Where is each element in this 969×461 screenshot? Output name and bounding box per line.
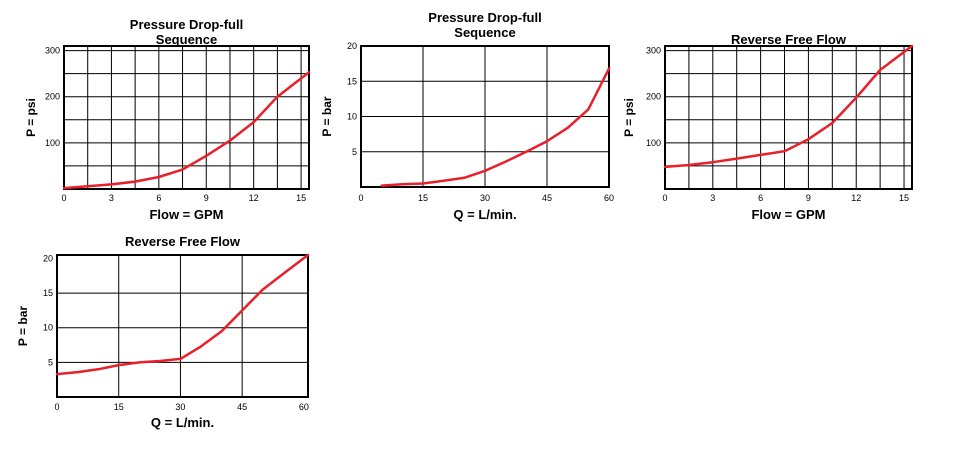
x-tick-label: 12 — [851, 193, 861, 203]
x-tick-label: 60 — [299, 402, 309, 412]
x-tick-label: 6 — [156, 193, 161, 203]
x-axis-label: Flow = GPM — [751, 207, 825, 222]
y-axis-label: P = bar — [16, 306, 30, 346]
x-tick-label: 30 — [480, 193, 490, 203]
x-tick-label: 6 — [758, 193, 763, 203]
plot-area — [64, 46, 309, 189]
chart-title: Reverse Free Flow — [731, 32, 847, 47]
y-axis-label: P = psi — [622, 98, 636, 137]
y-tick-label: 200 — [646, 92, 661, 102]
plot-area — [57, 255, 308, 397]
y-axis-label: P = bar — [320, 96, 334, 136]
x-tick-label: 45 — [237, 402, 247, 412]
chart-title: Reverse Free Flow — [125, 234, 241, 249]
plot-area — [665, 46, 912, 189]
series-line — [663, 44, 914, 169]
x-axis-label: Q = L/min. — [453, 207, 516, 222]
chart-title: Pressure Drop-full — [428, 10, 541, 25]
x-axis-label: Flow = GPM — [149, 207, 223, 222]
x-tick-label: 0 — [61, 193, 66, 203]
y-tick-label: 300 — [45, 46, 60, 56]
x-tick-label: 9 — [806, 193, 811, 203]
y-tick-label: 5 — [352, 147, 357, 157]
x-tick-label: 15 — [114, 402, 124, 412]
y-tick-label: 20 — [347, 41, 357, 51]
y-axis-label: P = psi — [24, 98, 38, 137]
x-tick-label: 45 — [542, 193, 552, 203]
y-tick-label: 15 — [43, 288, 53, 298]
series-line — [55, 253, 310, 376]
x-tick-label: 3 — [109, 193, 114, 203]
chart-title: Sequence — [156, 32, 217, 47]
chart-3: Reverse Free Flow 0 3 6 9 12 15 100 200 300 Flow =… — [622, 32, 914, 222]
plot-frame — [56, 254, 309, 398]
y-tick-label: 300 — [646, 46, 661, 56]
chart-title: Pressure Drop-full — [130, 17, 243, 32]
y-tick-label: 100 — [45, 138, 60, 148]
series-line — [62, 71, 311, 190]
x-tick-label: 9 — [204, 193, 209, 203]
x-tick-label: 15 — [296, 193, 306, 203]
x-tick-label: 15 — [899, 193, 909, 203]
x-tick-label: 60 — [604, 193, 614, 203]
y-tick-label: 10 — [43, 323, 53, 333]
x-tick-label: 30 — [175, 402, 185, 412]
x-tick-label: 0 — [54, 402, 59, 412]
y-tick-label: 15 — [347, 76, 357, 86]
plot-frame — [664, 45, 913, 190]
y-tick-label: 200 — [45, 92, 60, 102]
series-line — [380, 67, 611, 187]
y-tick-label: 5 — [48, 357, 53, 367]
chart-title: Sequence — [454, 25, 515, 40]
y-tick-label: 20 — [43, 253, 53, 263]
x-tick-label: 0 — [662, 193, 667, 203]
x-tick-label: 12 — [249, 193, 259, 203]
y-tick-label: 10 — [347, 112, 357, 122]
x-tick-label: 15 — [418, 193, 428, 203]
x-axis-label: Q = L/min. — [151, 415, 214, 430]
plot-frame — [360, 45, 610, 188]
chart-4: Reverse Free Flow 0 15 30 45 60 5 10 15 20 Q = L/m… — [16, 234, 310, 430]
x-tick-label: 0 — [358, 193, 363, 203]
y-tick-label: 100 — [646, 138, 661, 148]
plot-frame — [63, 45, 310, 190]
x-tick-label: 3 — [710, 193, 715, 203]
